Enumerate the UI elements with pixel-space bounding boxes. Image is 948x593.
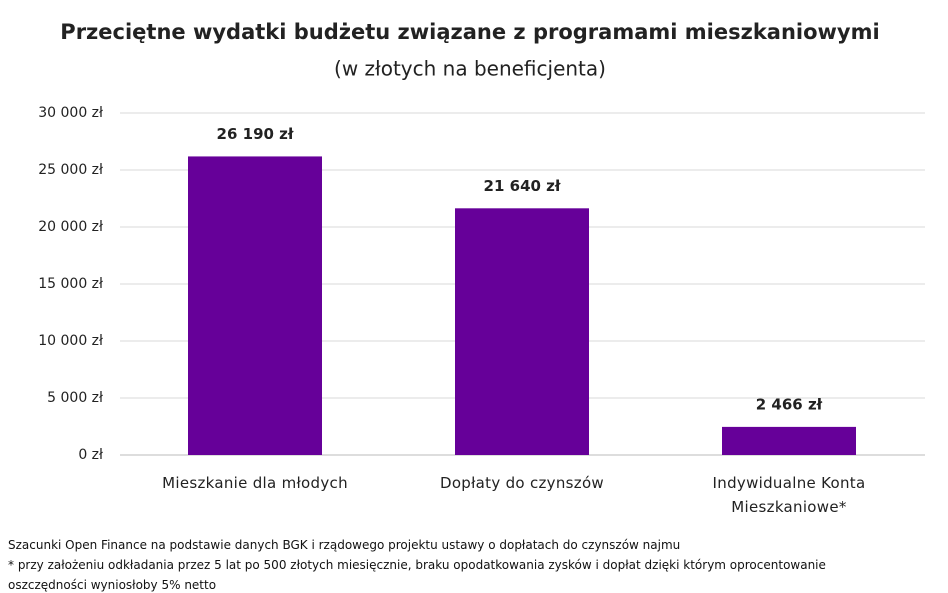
bar: [722, 426, 856, 455]
y-tick-label: 15 000 zł: [38, 276, 103, 292]
x-tick-label: Indywidualne Konta Mieszkaniowe*: [712, 474, 866, 516]
x-tick-label: Mieszkanie dla młodych: [162, 474, 348, 492]
value-label: 26 190 zł: [217, 125, 294, 143]
value-label: 21 640 zł: [484, 177, 561, 195]
bar: [188, 156, 322, 455]
value-label: 2 466 zł: [756, 395, 823, 413]
x-tick-label: Dopłaty do czynszów: [439, 474, 605, 492]
footnote: * przy założeniu odkładania przez 5 lat …: [8, 558, 826, 592]
y-tick-label: 20 000 zł: [38, 219, 103, 235]
bar: [455, 208, 589, 455]
y-tick-label: 25 000 zł: [38, 162, 103, 178]
chart-title: Przeciętne wydatki budżetu związane z pr…: [60, 20, 879, 44]
y-tick-label: 30 000 zł: [38, 105, 103, 121]
y-tick-label: 0 zł: [78, 447, 103, 463]
y-tick-label: 10 000 zł: [38, 333, 103, 349]
y-tick-label: 5 000 zł: [47, 390, 103, 406]
source-note: Szacunki Open Finance na podstawie danyc…: [8, 538, 681, 552]
chart-subtitle: (w złotych na beneficjenta): [334, 57, 606, 81]
